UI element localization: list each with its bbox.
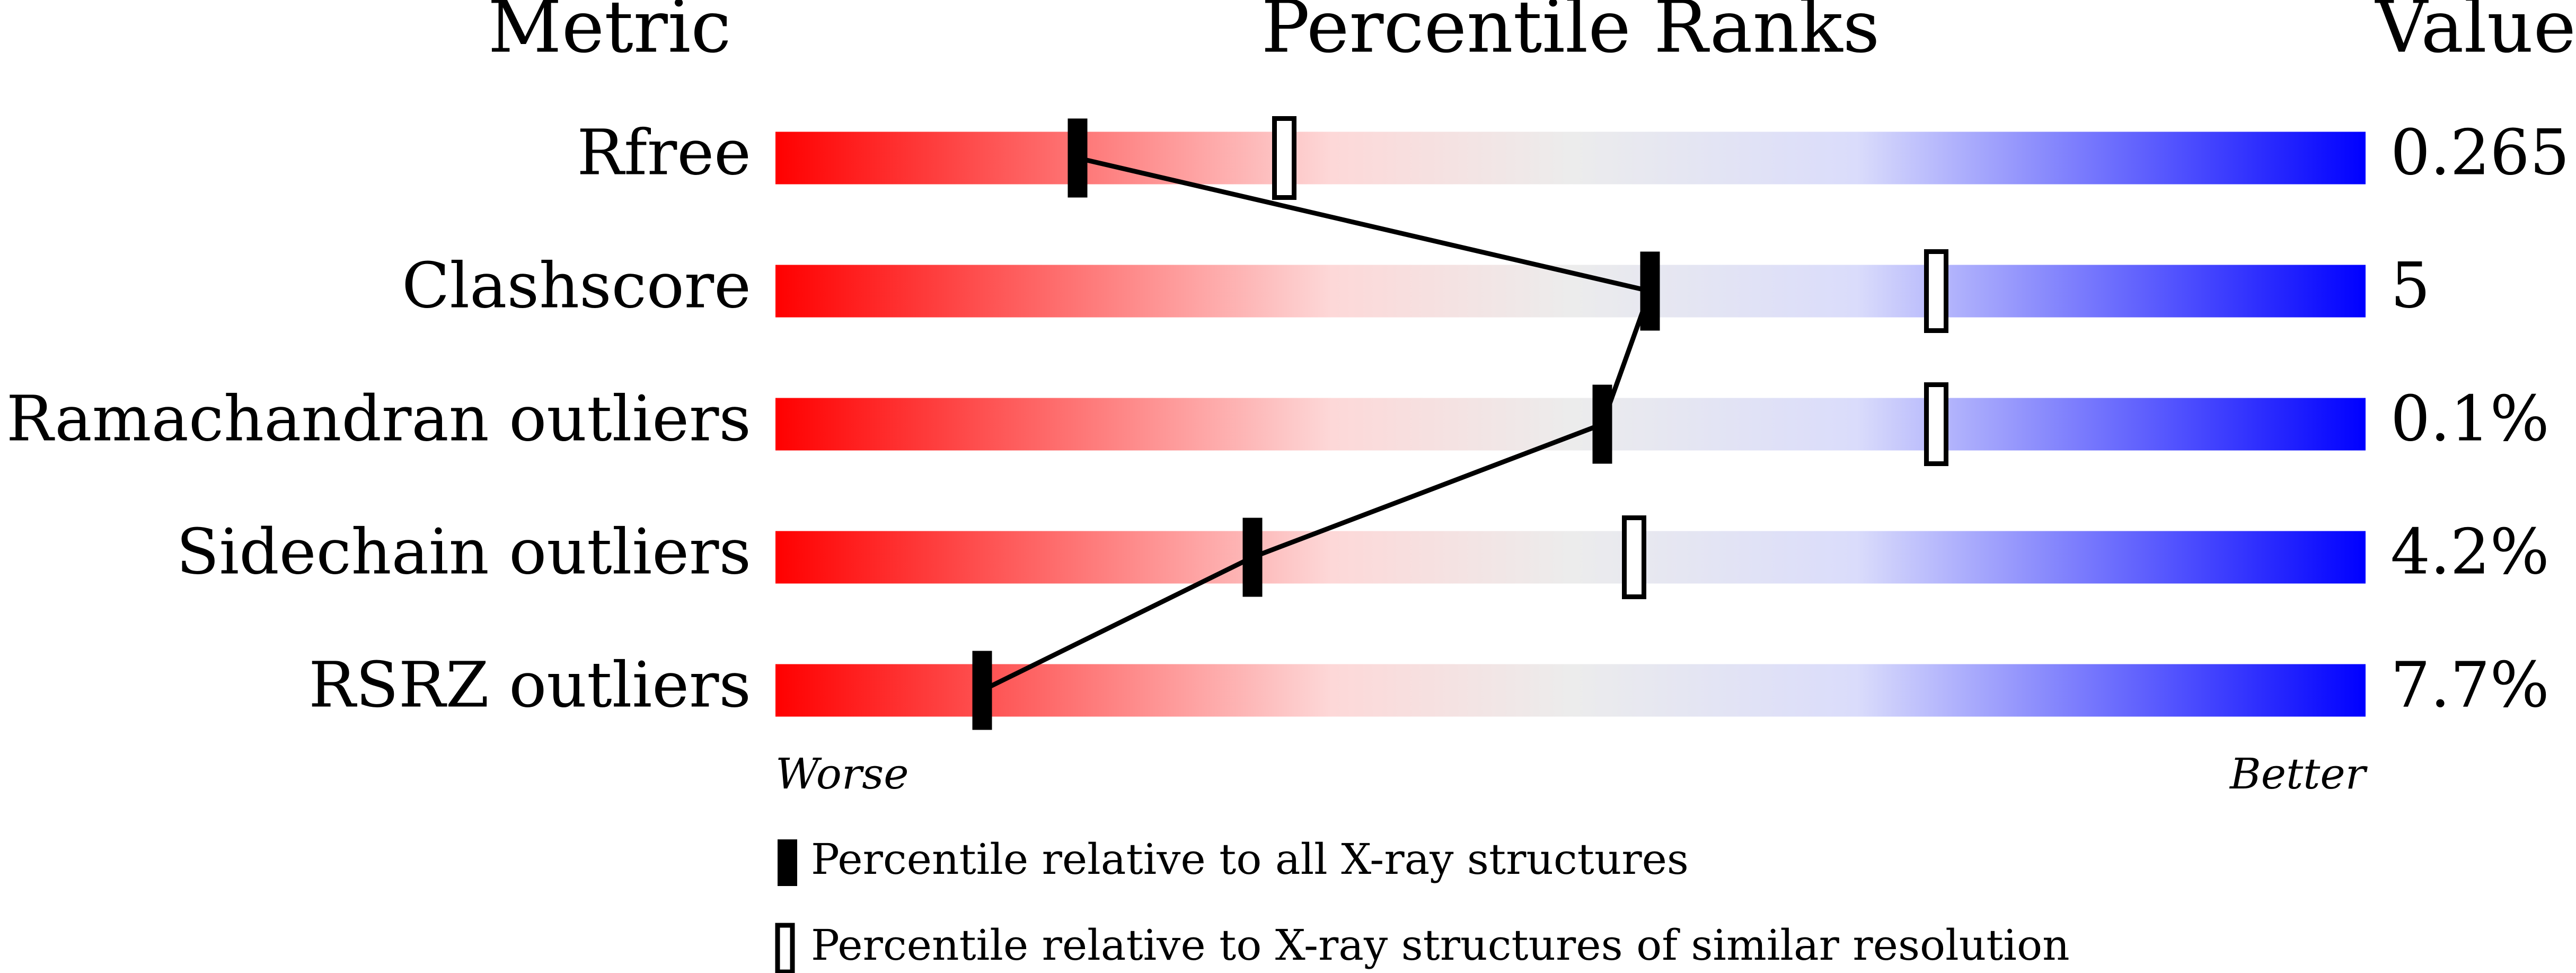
slider-bar: [775, 398, 2366, 451]
metric-label: Rfree: [577, 116, 751, 189]
metric-header: Metric: [488, 0, 731, 69]
legend-label: Percentile relative to all X-ray structu…: [811, 835, 1689, 884]
ranks-header: Percentile Ranks: [1261, 0, 1880, 69]
metric-value: 4.2%: [2390, 515, 2549, 589]
absolute-marker: [972, 651, 992, 730]
value-header: Value: [2375, 0, 2576, 69]
relative-marker: [1924, 249, 1948, 333]
metric-label: RSRZ outliers: [308, 648, 751, 722]
metric-value: 7.7%: [2390, 648, 2549, 722]
relative-marker: [1272, 116, 1296, 200]
metric-value: 0.1%: [2390, 382, 2549, 455]
slider-bar: [775, 531, 2366, 584]
slider-bar: [775, 664, 2366, 717]
metric-label: Sidechain outliers: [177, 515, 751, 589]
better-label: Better: [2229, 749, 2368, 799]
relative-marker: [1924, 382, 1948, 466]
metric-value: 0.265: [2390, 116, 2570, 189]
absolute-marker: [1640, 251, 1660, 331]
metric-label: Ramachandran outliers: [6, 382, 751, 455]
slider-bar: [775, 132, 2366, 185]
metric-value: 5: [2390, 249, 2430, 322]
absolute-marker: [1068, 118, 1088, 198]
worse-label: Worse: [775, 749, 909, 799]
legend-label: Percentile relative to X-ray structures …: [811, 921, 2070, 970]
metric-label: Clashscore: [402, 249, 751, 322]
legend-marker: [775, 923, 795, 973]
legend-marker: [778, 839, 797, 886]
absolute-marker: [1242, 518, 1263, 597]
absolute-marker: [1592, 384, 1612, 464]
relative-marker: [1622, 515, 1646, 599]
